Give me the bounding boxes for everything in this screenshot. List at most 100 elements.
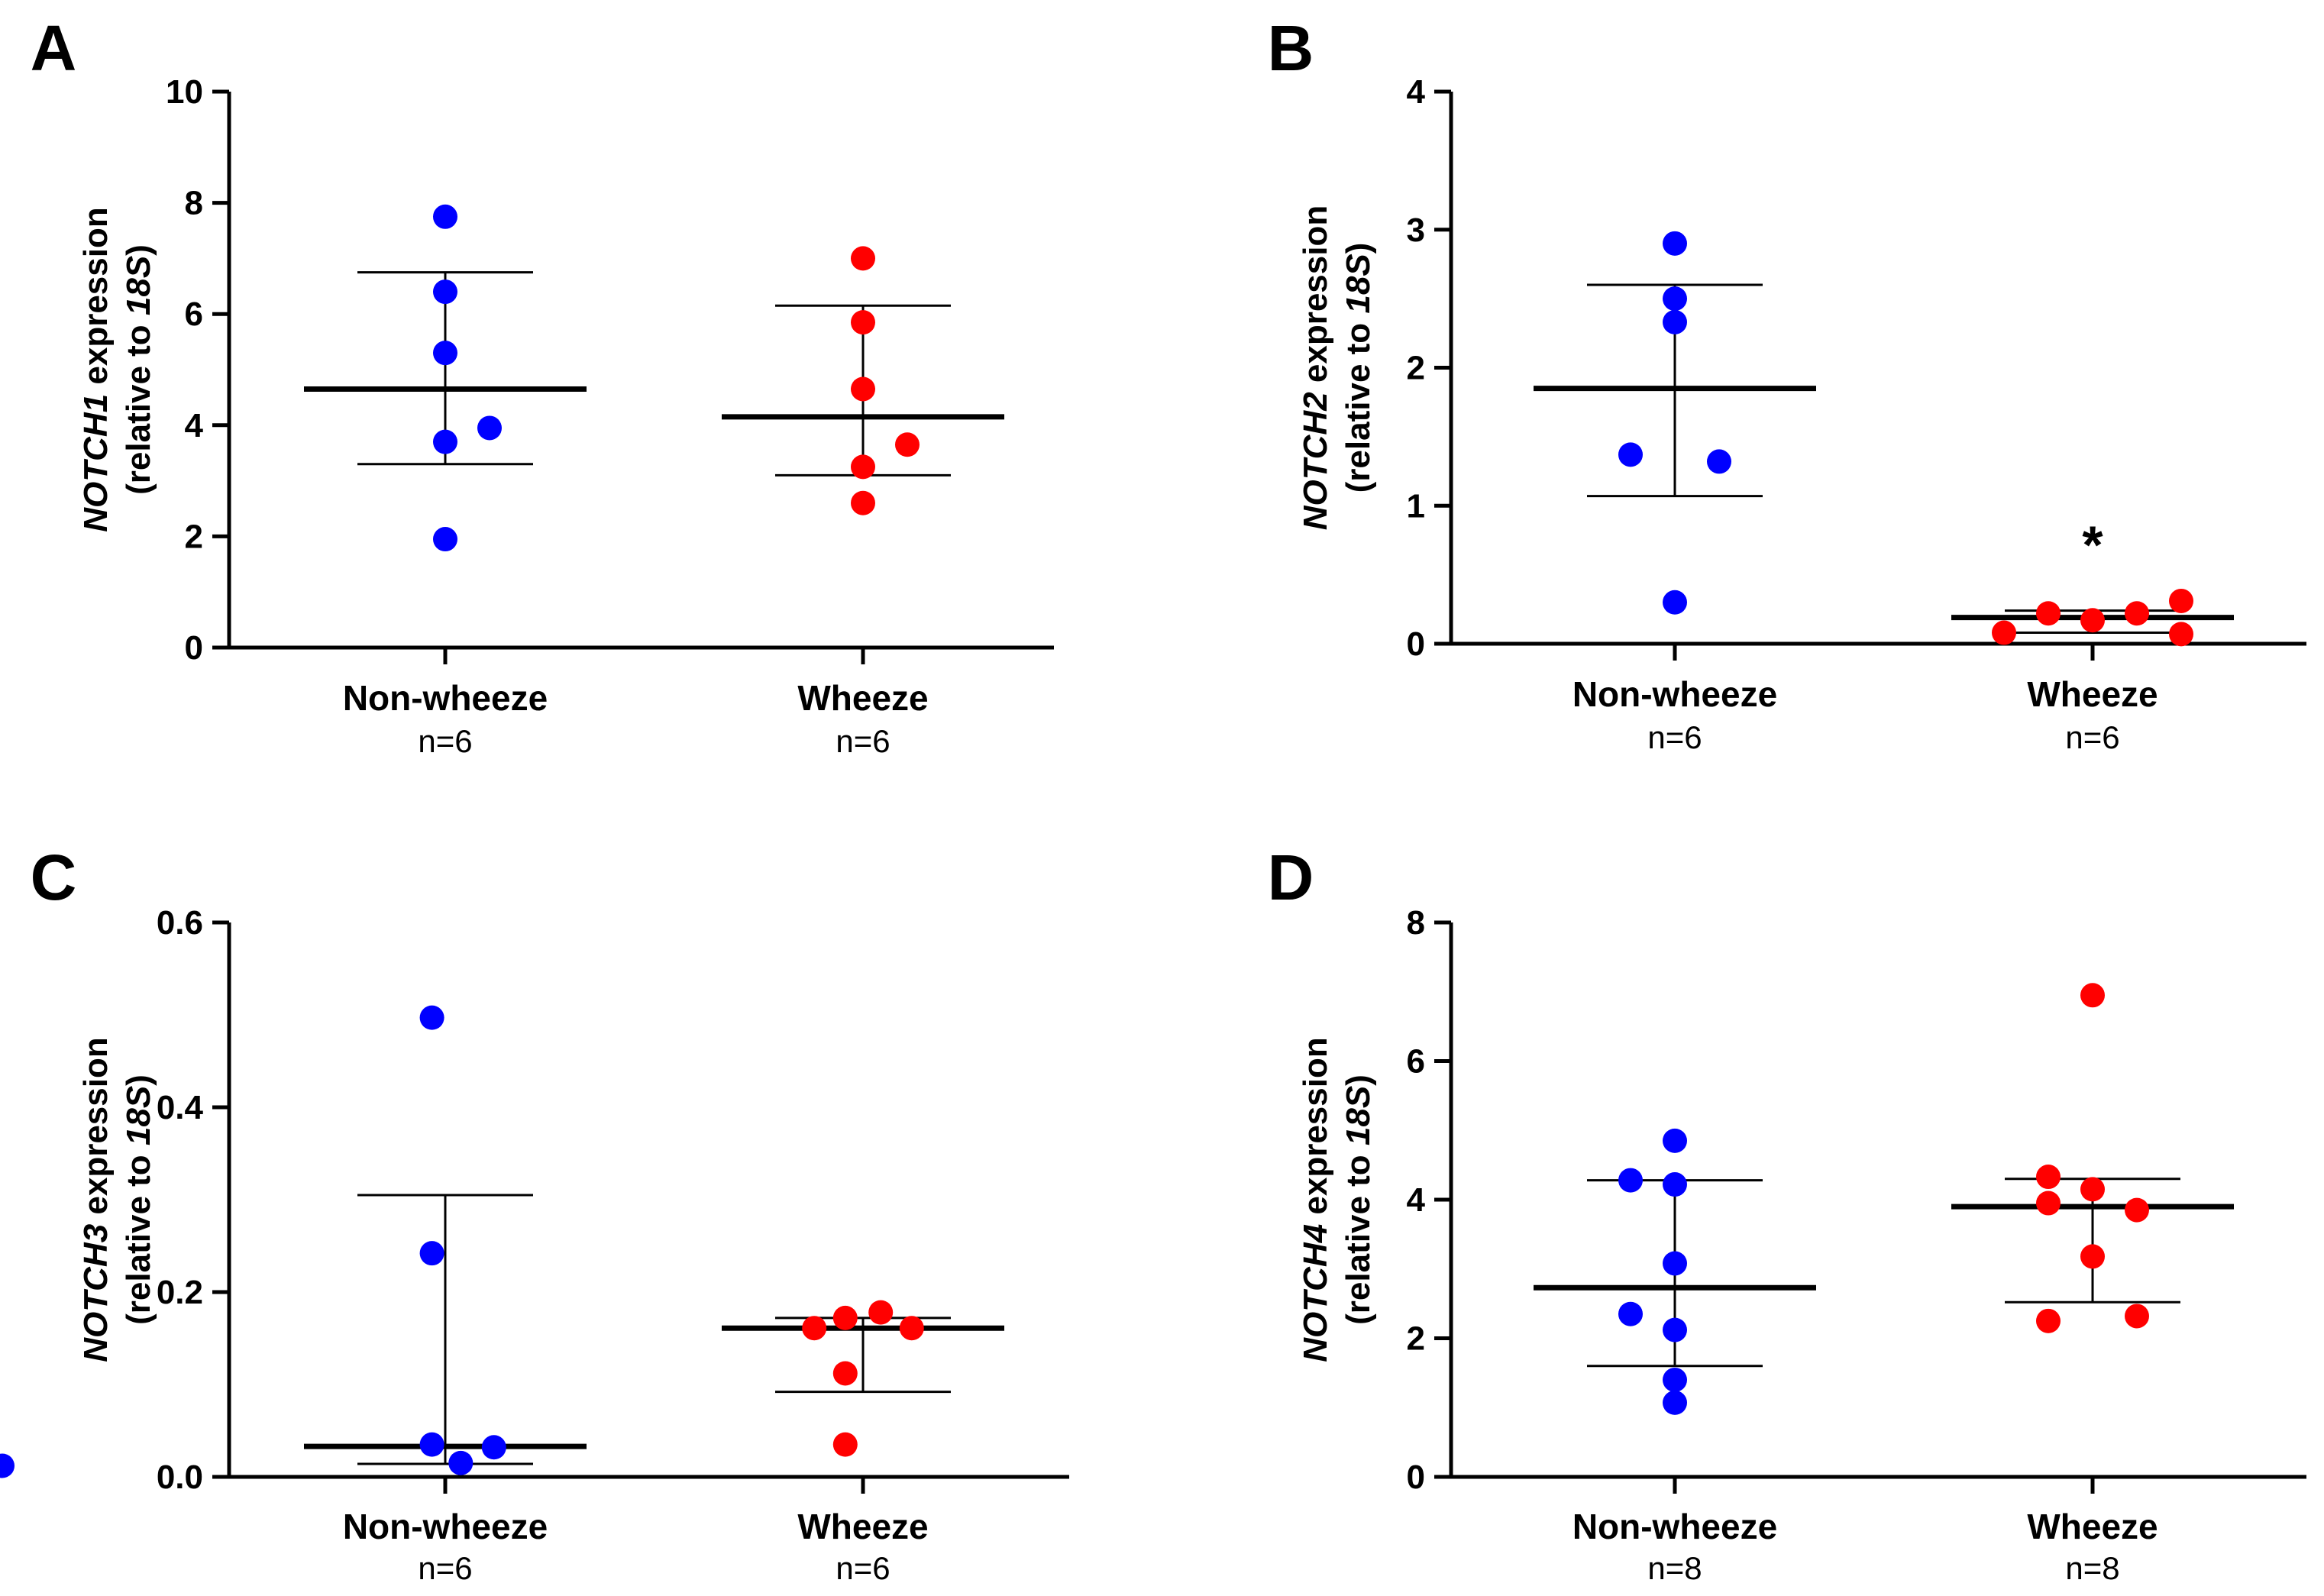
panel-d: D 0 2 4 6 8 NOTCH4 expression(relative to 18S)… (1268, 842, 2306, 1586)
y-axis-reference: 18S (1340, 254, 1377, 313)
data-point (1663, 1390, 1687, 1415)
data-point (1663, 1128, 1687, 1153)
panel-c: C 0.0 0.2 0.4 0.6 NOTCH3 expression(relative … (0, 842, 1069, 1586)
y-axis-label-suffix: ) (120, 244, 157, 256)
y-axis-label-text: expression (77, 1037, 115, 1224)
n-label: n=8 (2065, 1550, 2119, 1586)
data-point (851, 454, 875, 480)
y-tick-label: 4 (1407, 73, 1426, 111)
data-point (2125, 1197, 2149, 1223)
data-point (433, 429, 457, 454)
y-tick-label: 3 (1407, 212, 1425, 249)
n-label: n=6 (836, 723, 890, 759)
group-non-wheeze (1534, 231, 1816, 615)
y-tick-label: 2 (185, 518, 203, 555)
data-point (2036, 1165, 2061, 1190)
data-point (0, 1453, 15, 1478)
group-wheeze (1951, 588, 2234, 647)
y-axis-label-suffix: ) (1340, 243, 1377, 254)
y-axis-label-line2: (relative to 18S) (120, 244, 157, 495)
y-tick-label: 0.2 (157, 1274, 203, 1311)
data-point (851, 490, 875, 515)
x-tick-label: Non-wheeze (1572, 674, 1777, 714)
y-axis-reference: 18S (1340, 1086, 1377, 1145)
data-point (2080, 983, 2105, 1008)
panel-label: D (1268, 842, 1314, 913)
x-tick-label: Non-wheeze (1572, 1507, 1777, 1546)
data-point (419, 1432, 444, 1457)
data-point (1618, 442, 1643, 467)
data-point (433, 279, 457, 305)
y-axis-label-text: expression (1297, 205, 1334, 393)
panel-label: B (1268, 12, 1314, 84)
n-label: n=6 (1647, 719, 1702, 755)
group-non-wheeze (304, 204, 587, 552)
n-label: n=6 (418, 723, 472, 759)
y-axis-label-line1: NOTCH3 expression (77, 1037, 115, 1362)
y-axis-label: NOTCH1 expression(relative to 18S) (77, 207, 157, 531)
data-point (895, 432, 920, 457)
group-wheeze (722, 246, 1004, 515)
y-axis-label-line2: (relative to 18S) (1340, 1074, 1377, 1325)
y-axis-label-text: expression (77, 207, 115, 394)
y-axis-label-suffix: ) (1340, 1074, 1377, 1086)
y-axis-label: NOTCH4 expression(relative to 18S) (1297, 1037, 1377, 1362)
data-point (433, 527, 457, 552)
data-point (1663, 1367, 1687, 1392)
x-tick-label: Wheeze (797, 1507, 928, 1546)
data-point (1663, 1317, 1687, 1342)
x-tick-label: Wheeze (797, 678, 928, 718)
y-axis-gene: NOTCH3 (77, 1224, 115, 1362)
data-point (419, 1241, 444, 1266)
y-tick-label: 4 (1407, 1181, 1426, 1219)
x-tick-label: Wheeze (2027, 674, 2158, 714)
data-point (2080, 1177, 2105, 1202)
y-axis-gene: NOTCH1 (77, 394, 115, 532)
group-non-wheeze (1534, 1128, 1816, 1415)
data-point (1663, 1251, 1687, 1276)
data-point (2125, 601, 2149, 626)
y-axis-label-line1: NOTCH2 expression (1297, 205, 1334, 530)
data-point (2080, 608, 2105, 633)
panel-b: B 0 1 2 3 4 NOTCH2 expression(relative to 18S)… (1268, 12, 2306, 755)
panel-a: A 0 2 4 6 8 10 NOTCH1 expression(relative to 18… (31, 12, 1054, 759)
data-point (1992, 620, 2016, 645)
group-wheeze (1951, 983, 2234, 1333)
y-tick-label: 0 (1407, 1459, 1425, 1496)
data-point (868, 1300, 894, 1325)
group-wheeze (722, 1300, 1004, 1457)
data-point (2169, 588, 2193, 613)
data-point (2169, 622, 2193, 647)
y-axis-reference: 18S (120, 1086, 157, 1145)
y-tick-label: 0.6 (157, 904, 203, 942)
y-tick-label: 0.0 (157, 1459, 203, 1496)
data-point (851, 310, 875, 335)
data-point (2036, 1191, 2061, 1216)
y-tick-label: 8 (185, 185, 203, 222)
n-label: n=6 (2065, 719, 2119, 755)
data-point (832, 1305, 858, 1330)
data-point (1663, 309, 1687, 334)
significance-marker: * (2082, 515, 2103, 574)
panel-label: A (31, 12, 77, 84)
data-point (899, 1316, 924, 1341)
y-axis-gene: NOTCH2 (1297, 392, 1334, 530)
data-point (851, 246, 875, 271)
data-point (477, 415, 502, 441)
y-axis-label-prefix: (relative to (120, 1145, 157, 1325)
y-axis-gene: NOTCH4 (1297, 1224, 1334, 1362)
y-tick-label: 4 (185, 407, 204, 444)
data-point (2125, 1304, 2149, 1329)
y-axis-label-text: expression (1297, 1037, 1334, 1224)
y-axis-label-line1: NOTCH4 expression (1297, 1037, 1334, 1362)
y-tick-label: 10 (166, 73, 203, 111)
y-tick-label: 0 (185, 629, 203, 667)
y-axis-reference: 18S (120, 256, 157, 315)
data-point (2036, 601, 2061, 626)
y-tick-label: 6 (185, 296, 203, 333)
data-point (1618, 1301, 1643, 1326)
data-point (1663, 286, 1687, 312)
data-point (802, 1316, 827, 1341)
y-axis-label-prefix: (relative to (120, 315, 157, 495)
